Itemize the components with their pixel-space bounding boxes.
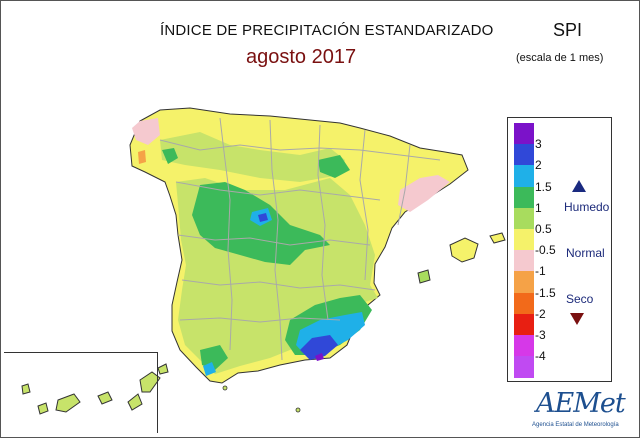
region-dry-catalonia — [398, 175, 450, 212]
island-ibiza — [417, 269, 431, 284]
melilla — [295, 407, 301, 413]
region-dry-orange-galicia — [138, 150, 146, 164]
legend-swatch — [514, 335, 534, 357]
legend-tick-label: -0.5 — [535, 243, 556, 258]
region-dry-galicia — [132, 118, 160, 145]
legend-swatch — [514, 144, 534, 166]
legend-tick-label: 3 — [535, 137, 542, 152]
aemet-logo: AEMet Agencia Estatal de Meteorología — [528, 388, 628, 434]
legend-swatch — [514, 271, 534, 294]
region-verywet-south — [203, 362, 216, 376]
legend-tick-label: -1 — [535, 264, 546, 279]
region-extreme-se — [300, 335, 338, 360]
logo-wordmark: AEMet — [536, 388, 626, 419]
legend-swatch — [514, 292, 534, 315]
region-wet-galicia — [162, 148, 178, 164]
legend-tick-label: -2 — [535, 306, 546, 321]
legend-tick-label: -1.5 — [535, 285, 556, 300]
legend-zone-normal: Normal — [566, 246, 605, 260]
legend-swatch — [514, 207, 534, 230]
legend-swatch — [514, 229, 534, 251]
legend-zone-dry: Seco — [566, 292, 594, 306]
legend-swatch — [514, 165, 534, 188]
legend-tick-label: 0.5 — [535, 222, 552, 236]
ceuta — [222, 385, 228, 391]
logo-agency: Agencia Estatal de Meteorología — [532, 422, 619, 428]
region-extreme-center — [258, 213, 268, 222]
legend-tick-label: 1.5 — [535, 179, 552, 194]
region-exceptional-se — [315, 353, 324, 361]
island-menorca — [489, 232, 506, 244]
legend-swatch — [514, 123, 534, 145]
map-title: ÍNDICE DE PRECIPITACIÓN ESTANDARIZADO — [160, 22, 494, 39]
legend-swatch — [514, 186, 534, 209]
index-name: SPI — [553, 20, 583, 40]
legend-tick-label: 1 — [535, 200, 542, 215]
canary-islands — [21, 363, 169, 415]
wet-arrow-icon — [572, 180, 586, 192]
legend-tick-label: -3 — [535, 328, 546, 342]
region-wet-south — [200, 345, 228, 370]
legend-swatch — [514, 250, 534, 272]
admin-borders — [159, 117, 441, 361]
legend: 3 2 1.5 1 0.5 -0.5 -1 -1.5 -2 -3 -4 Humedo Normal … — [507, 117, 612, 382]
region-normal-north — [160, 132, 345, 182]
scale-note: (escala de 1 mes) — [516, 52, 604, 64]
canary-inset-frame — [4, 352, 158, 433]
legend-swatch — [514, 356, 534, 378]
map-date: agosto 2017 — [246, 46, 357, 68]
dry-arrow-icon — [570, 313, 584, 325]
region-wet-ne — [318, 155, 350, 178]
legend-tick-label: -4 — [535, 349, 546, 364]
legend-swatch — [514, 313, 534, 336]
legend-zone-wet: Humedo — [564, 200, 610, 214]
island-mallorca — [449, 237, 479, 263]
legend-tick-label: 2 — [535, 158, 542, 173]
